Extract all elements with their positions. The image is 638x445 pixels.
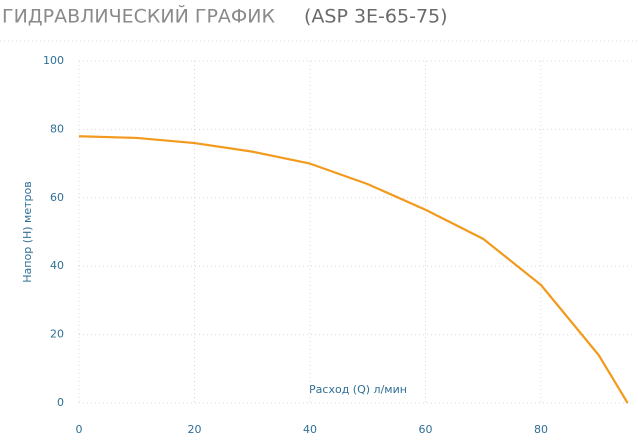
y-tick-label: 40 — [50, 259, 64, 272]
y-tick-label: 0 — [57, 396, 64, 409]
x-tick-label: 60 — [418, 423, 432, 436]
y-tick-label: 60 — [50, 191, 64, 204]
x-axis-label: Расход (Q) л/мин — [309, 383, 407, 396]
x-tick-label: 0 — [76, 423, 83, 436]
x-tick-label: 80 — [534, 423, 548, 436]
chart-subtitle: (ASP 3E-65-75) — [304, 6, 448, 28]
y-axis-label: Напор (H) метров — [21, 181, 34, 282]
chart-title: ГИДРАВЛИЧЕСКИЙ ГРАФИК — [2, 5, 275, 28]
y-tick-label: 20 — [50, 328, 64, 341]
x-tick-label: 40 — [303, 423, 317, 436]
x-tick-label: 20 — [187, 423, 201, 436]
y-tick-label: 100 — [43, 54, 64, 67]
y-tick-label: 80 — [50, 122, 64, 135]
line — [78, 135, 629, 404]
